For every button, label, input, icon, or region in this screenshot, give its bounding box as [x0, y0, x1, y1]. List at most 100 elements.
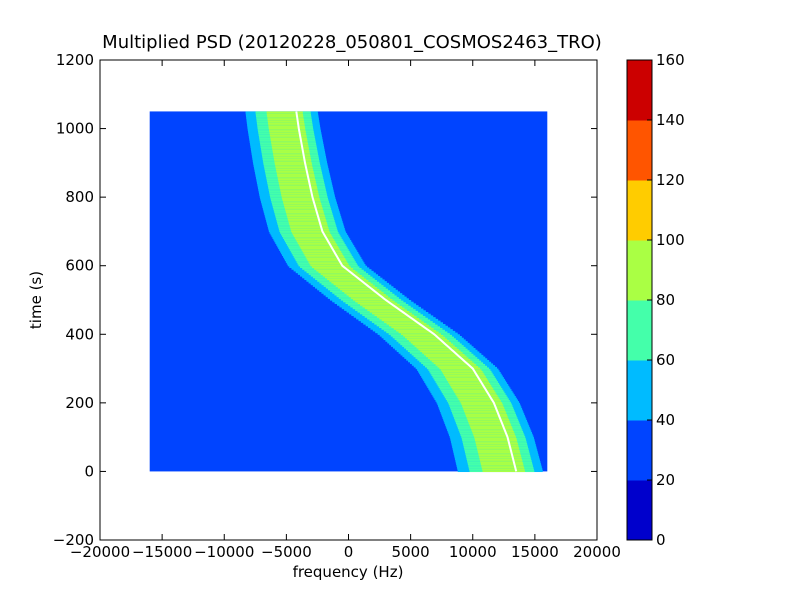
trace-band — [337, 286, 378, 289]
trace-band — [300, 246, 340, 250]
trace-band — [426, 354, 467, 358]
trace-band — [406, 337, 448, 341]
trace-band — [384, 320, 424, 323]
trace-band — [437, 365, 479, 368]
trace-band — [462, 406, 505, 409]
colorbar: 0 20 40 60 80 100 120 140 160 — [626, 51, 685, 549]
trace-band — [468, 420, 510, 423]
trace-band — [269, 132, 307, 135]
trace-band — [278, 178, 316, 181]
colorbar-tick-label: 60 — [656, 351, 675, 369]
trace-ridge — [295, 111, 518, 472]
trace-band — [283, 204, 322, 207]
trace-band — [367, 308, 407, 311]
trace-band — [305, 255, 345, 258]
trace-band — [282, 198, 321, 202]
trace-band — [405, 336, 446, 339]
trace-band — [479, 456, 522, 459]
trace-band — [478, 452, 521, 455]
colorbar-segment — [627, 300, 652, 361]
trace-band — [459, 399, 501, 402]
trace-band — [414, 344, 455, 347]
x-tick-label: 10000 — [449, 543, 497, 561]
trace-band — [301, 248, 341, 251]
trace-band — [322, 274, 362, 277]
trace-band — [288, 221, 327, 224]
trace-band — [309, 262, 349, 265]
trace-band — [286, 214, 325, 217]
trace-band — [481, 464, 524, 467]
trace-band — [320, 272, 360, 275]
trace-band — [344, 291, 384, 294]
trace-band — [452, 387, 494, 390]
trace-band — [465, 413, 507, 416]
trace-band — [267, 114, 304, 118]
trace-band — [461, 402, 503, 406]
colorbar-segment — [627, 420, 652, 481]
trace-band — [299, 245, 339, 248]
trace-band — [279, 185, 317, 188]
trace-band — [287, 216, 326, 219]
trace-band — [288, 219, 327, 222]
trace-band — [284, 207, 323, 210]
trace-band — [441, 370, 483, 373]
trace-band — [280, 188, 318, 191]
trace-band — [477, 450, 521, 454]
trace-band — [318, 270, 358, 274]
trace-band — [443, 373, 485, 377]
trace-band — [282, 197, 320, 200]
trace-band — [433, 361, 475, 365]
trace-band — [291, 231, 331, 234]
trace-band — [388, 324, 429, 327]
plot-area — [99, 59, 598, 541]
trace-band — [439, 366, 481, 370]
trace-band — [444, 375, 486, 378]
trace-band — [285, 209, 324, 212]
trace-band — [478, 454, 522, 457]
trace-band — [268, 121, 305, 125]
trace-band — [379, 317, 420, 320]
trace-band — [303, 252, 343, 255]
trace-band — [285, 210, 324, 214]
trace-band — [268, 125, 305, 128]
trace-band — [410, 341, 451, 344]
trace-band — [289, 222, 328, 226]
trace-band — [281, 193, 319, 197]
y-tick-label: 400 — [65, 325, 94, 343]
trace-band — [362, 305, 403, 308]
colorbar-segment — [627, 60, 652, 121]
trace-band — [291, 229, 330, 233]
trace-band — [435, 363, 477, 366]
trace-band — [275, 166, 313, 169]
trace-band — [418, 348, 459, 351]
trace-band — [463, 408, 505, 411]
trace-band — [329, 279, 369, 282]
colorbar-segment — [627, 240, 652, 301]
trace-band — [472, 430, 514, 433]
trace-band — [273, 156, 311, 159]
trace-band — [477, 447, 520, 450]
trace-band — [431, 360, 473, 363]
trace-band — [308, 260, 348, 263]
trace-band — [307, 258, 347, 262]
trace-band — [364, 306, 405, 310]
trace-band — [272, 149, 310, 152]
trace-band — [271, 140, 308, 143]
trace-band — [266, 111, 303, 114]
trace-band — [453, 389, 495, 392]
trace-band — [268, 123, 305, 126]
trace-band — [462, 404, 504, 407]
trace-band — [306, 257, 346, 260]
trace-band — [283, 202, 322, 205]
trace-band — [284, 205, 323, 209]
trace-band — [403, 334, 444, 337]
trace-band — [469, 423, 512, 426]
trace-band — [278, 180, 316, 183]
trace-band — [471, 428, 514, 431]
trace-band — [273, 152, 310, 155]
trace-band — [374, 313, 415, 317]
colorbar-tick-label: 0 — [656, 531, 666, 549]
y-tick-label: 1200 — [56, 51, 94, 69]
trace-band — [422, 351, 463, 354]
x-axis: −20000 −15000 −10000 −5000 0 5000 10000 15000 20… — [70, 60, 621, 561]
